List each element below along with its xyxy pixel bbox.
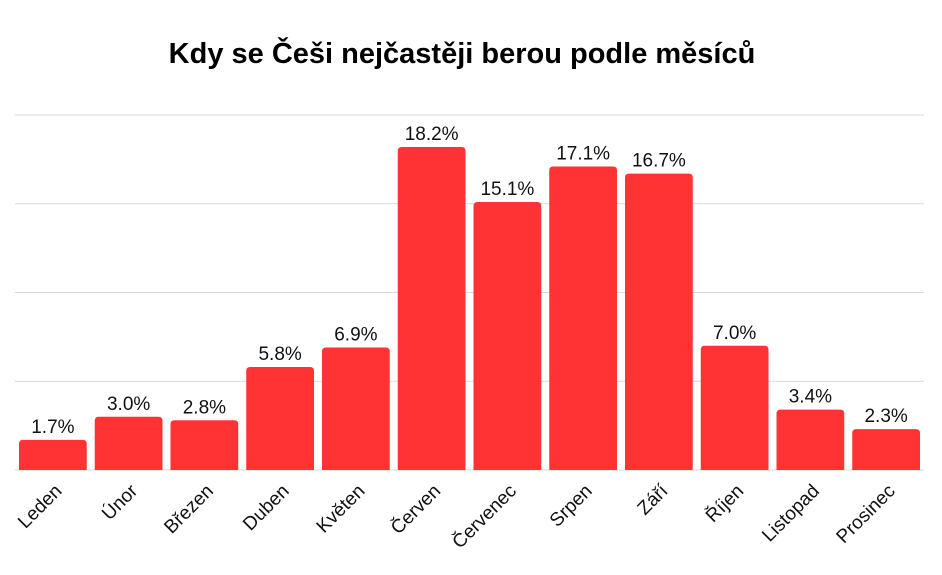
x-tick-label: Listopad (758, 481, 824, 547)
x-tick-label: Září (634, 480, 673, 519)
bar-Srpen (549, 166, 617, 470)
value-label: 7.0% (713, 323, 756, 344)
bars (19, 146, 920, 470)
value-label: 18.2% (405, 124, 459, 145)
value-label: 1.7% (31, 417, 74, 438)
value-label: 2.8% (183, 397, 226, 418)
x-tick-label: Srpen (546, 481, 597, 532)
x-tick-label: Březen (160, 481, 217, 538)
bar-Listopad (776, 409, 845, 470)
bar-Únor (94, 416, 163, 470)
bar-Říjen (700, 345, 769, 470)
x-tick-label: Červen (386, 480, 445, 539)
bar-Leden (19, 439, 87, 470)
x-tick-label: Únor (97, 480, 142, 525)
bar-Červen (397, 146, 466, 470)
value-label: 3.4% (789, 387, 832, 408)
gridlines (15, 114, 924, 471)
bar-Září (625, 173, 693, 470)
value-label: 16.7% (632, 151, 686, 172)
x-tick-label: Říjen (701, 480, 748, 527)
bar-Březen (170, 420, 239, 470)
value-label: 3.0% (107, 394, 150, 415)
bar-Prosinec (852, 429, 920, 470)
bar-Duben (246, 367, 314, 470)
x-tick-labels: Leden Únor Březen Duben Květen Červen Červenec… (14, 480, 899, 554)
x-tick-label: Červenec (448, 480, 521, 553)
value-label: 2.3% (864, 406, 907, 427)
x-tick-label: Květen (313, 481, 370, 538)
value-labels: 1.7% 3.0% 2.8% 5.8% 6.9% 18.2% 15.1% 17.1% 16.7%… (31, 124, 908, 438)
bar-Květen (322, 347, 390, 470)
bar-Červenec (473, 201, 542, 470)
chart-title: Kdy se Češi nejčastěji berou podle měsíc… (168, 38, 756, 70)
value-label: 6.9% (334, 325, 377, 346)
value-label: 15.1% (480, 179, 534, 200)
value-label: 17.1% (556, 143, 610, 164)
x-tick-label: Duben (239, 481, 293, 535)
value-label: 5.8% (258, 344, 301, 365)
x-tick-label: Leden (14, 481, 66, 533)
x-tick-label: Prosinec (833, 481, 900, 548)
